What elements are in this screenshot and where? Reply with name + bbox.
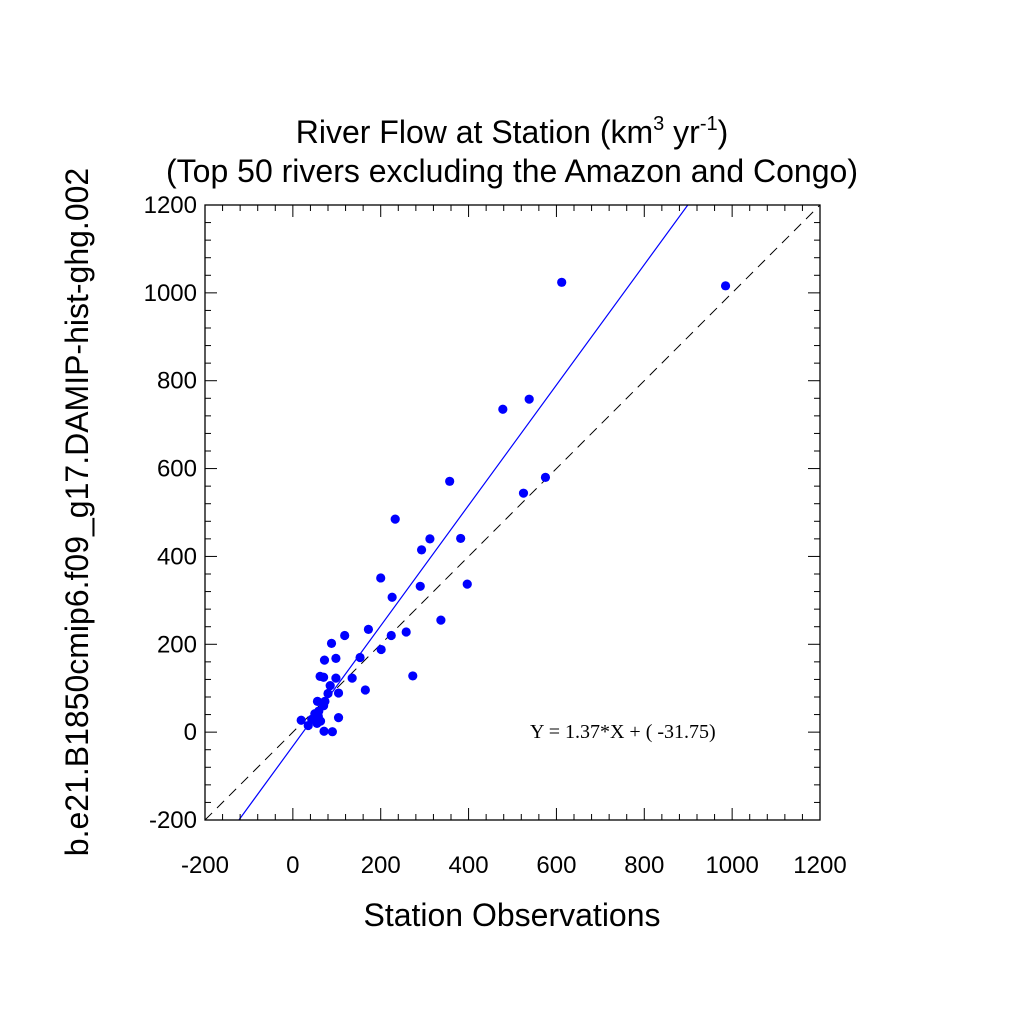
data-point (325, 680, 335, 691)
data-point (720, 281, 731, 291)
y-tick-label: 200 (157, 631, 197, 658)
one-to-one-reference-line (205, 205, 820, 820)
data-point (408, 671, 418, 681)
data-point (386, 630, 396, 641)
title-main-text: River Flow at Station (km (296, 114, 653, 150)
x-tick-label: 400 (449, 852, 489, 879)
data-point (425, 534, 435, 544)
data-point (518, 488, 529, 498)
y-tick-label: 400 (157, 543, 197, 570)
data-point (376, 573, 386, 583)
data-point (360, 685, 370, 695)
x-axis-label: Station Observations (363, 897, 660, 933)
data-point (415, 581, 425, 591)
data-point (363, 624, 374, 634)
data-point (498, 404, 508, 414)
data-point (462, 579, 472, 589)
data-point (319, 726, 329, 736)
axis-ticks (204, 204, 821, 821)
data-point (524, 394, 534, 404)
data-point (347, 673, 357, 683)
x-tick-label: 200 (361, 852, 401, 879)
data-point (436, 615, 446, 625)
y-tick-label: 0 (184, 719, 197, 746)
data-point (401, 627, 411, 637)
y-tick-label: 1000 (144, 280, 197, 307)
y-tick-label: -200 (149, 807, 197, 834)
data-point (326, 638, 337, 649)
x-tick-label: 600 (536, 852, 576, 879)
x-tick-label: -200 (181, 852, 229, 879)
data-point (319, 655, 330, 665)
data-point (333, 688, 344, 698)
data-point (557, 277, 567, 287)
data-point (445, 476, 455, 486)
title-sup-minus1: -1 (700, 113, 718, 135)
x-tick-label: 1000 (705, 852, 758, 879)
data-point (331, 653, 341, 663)
data-point (333, 713, 344, 723)
regression-equation: Y = 1.37*X + ( -31.75) (530, 721, 716, 743)
y-tick-label: 600 (157, 456, 197, 483)
data-point (340, 630, 350, 641)
title-sup-3: 3 (653, 113, 664, 135)
x-tick-labels: -200 0 200 400 600 800 1000 1200 (181, 852, 847, 879)
x-tick-label: 800 (624, 852, 664, 879)
y-tick-labels: -200 0 200 400 600 800 1000 1200 (144, 192, 197, 834)
data-point (387, 592, 397, 602)
chart-title-line1: River Flow at Station (km3 yr-1) (296, 113, 729, 150)
data-point (323, 688, 333, 699)
title-mid-text: yr (664, 114, 700, 150)
data-point (303, 720, 313, 731)
data-point (319, 672, 329, 682)
data-point (327, 727, 337, 737)
x-tick-label: 1200 (793, 852, 846, 879)
data-point (331, 673, 341, 683)
data-point (312, 718, 322, 728)
data-point (456, 533, 466, 544)
title-end-text: ) (718, 114, 729, 150)
plot-frame (204, 204, 821, 821)
y-tick-label: 800 (157, 368, 197, 395)
y-tick-label: 1200 (144, 192, 197, 219)
regression-fit-line (238, 205, 689, 820)
data-point (416, 545, 427, 555)
data-points (296, 277, 731, 737)
x-tick-label: 0 (286, 852, 299, 879)
data-point (376, 644, 386, 655)
data-point (390, 514, 400, 524)
chart-title-line2: (Top 50 rivers excluding the Amazon and … (166, 153, 858, 189)
data-point (540, 472, 551, 482)
y-axis-label: b.e21.B1850cmip6.f09_g17.DAMIP-hist-ghg.… (59, 168, 95, 856)
data-point (296, 715, 306, 725)
plot-lines (205, 205, 820, 820)
data-point (355, 652, 365, 663)
